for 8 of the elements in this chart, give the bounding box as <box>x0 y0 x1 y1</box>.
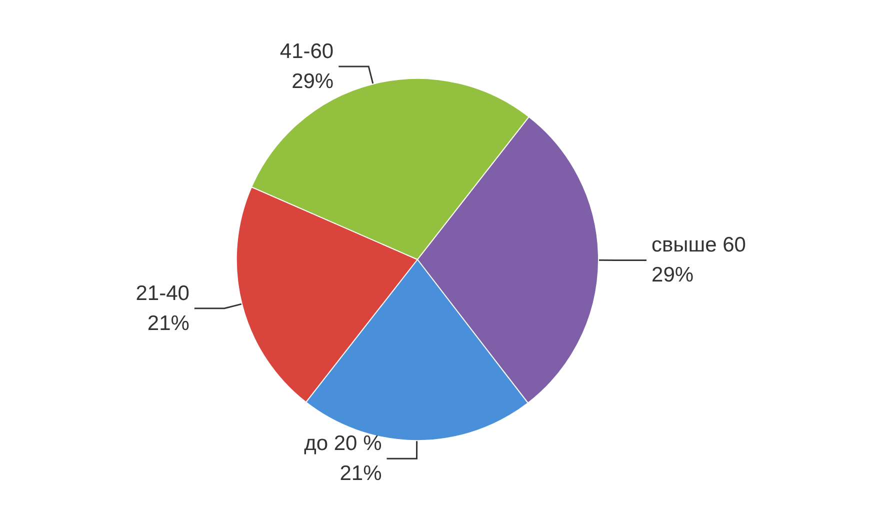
data-label: 21% <box>340 462 382 486</box>
slice-label: свыше 60 <box>652 234 746 257</box>
slice-label: до 20 % <box>304 432 382 456</box>
data-label: 29% <box>652 264 694 287</box>
slice-label: 41-60 <box>280 40 334 64</box>
data-label: 21% <box>147 312 190 335</box>
slice-label: 21-40 <box>136 282 190 305</box>
data-label: 29% <box>292 70 334 94</box>
